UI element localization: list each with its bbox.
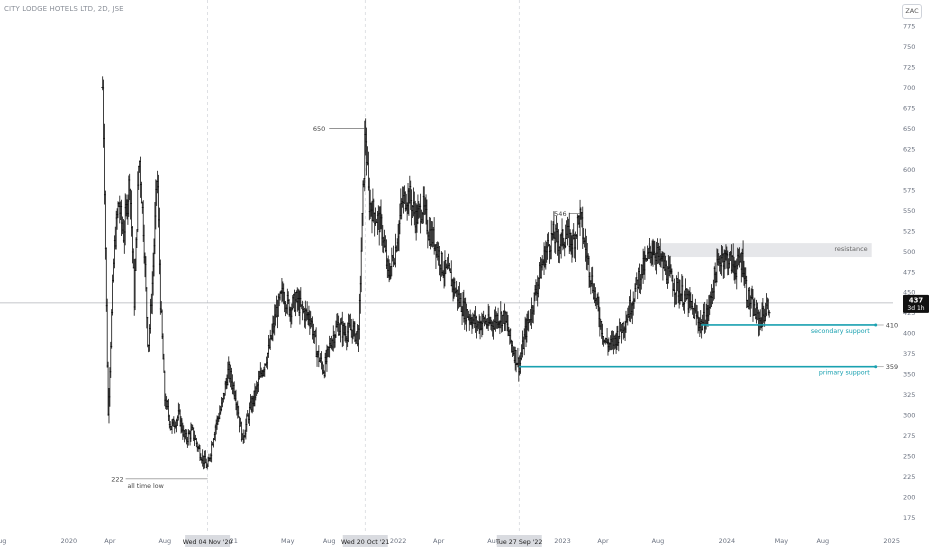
y-tick-label: 700	[903, 84, 915, 92]
x-tick-label: 2023	[554, 537, 571, 545]
y-tick-label: 325	[903, 391, 915, 399]
last-price-value: 437	[909, 296, 923, 304]
y-tick-label: 375	[903, 350, 915, 358]
x-tick-label: Apr	[597, 537, 609, 545]
support-name-label: primary support	[819, 370, 870, 377]
x-tick-label: Aug	[323, 537, 336, 545]
y-tick-label: 500	[903, 248, 915, 256]
x-tick-label: May	[281, 537, 295, 545]
date-highlight-label: Wed 04 Nov '20	[183, 539, 233, 546]
date-highlight-box	[185, 535, 231, 547]
date-highlight-label: Tue 27 Sep '22	[495, 539, 542, 546]
x-tick-label: Aug	[0, 537, 6, 545]
last-price-badge	[903, 294, 929, 313]
annotation-layer: 650 546 222 all time low	[111, 125, 580, 490]
y-tick-label: 575	[903, 186, 915, 194]
x-tick-label: Apr	[433, 537, 445, 545]
y-tick-label: 175	[903, 514, 915, 522]
x-tick-label: 2024	[719, 537, 736, 545]
x-tick-label: Aug	[158, 537, 171, 545]
y-tick-label: 550	[903, 207, 915, 215]
currency-badge[interactable]: ZAC	[902, 4, 922, 19]
y-tick-label: 775	[903, 23, 915, 31]
y-tick-label: 300	[903, 412, 915, 420]
grid-layer	[0, 0, 893, 532]
y-tick-label: 350	[903, 371, 915, 379]
all-time-low-label: all time low	[127, 483, 163, 490]
y-tick-label: 450	[903, 289, 915, 297]
x-tick-label: Aug	[652, 537, 665, 545]
support-endpoint	[874, 365, 878, 369]
ohlc-bar	[767, 310, 771, 318]
y-tick-label: 650	[903, 125, 915, 133]
y-tick-label: 275	[903, 432, 915, 440]
x-tick-label: Aug	[816, 537, 829, 545]
y-tick-label: 400	[903, 330, 915, 338]
high-marker-label: 650	[313, 125, 325, 133]
y-tick-label: 625	[903, 145, 915, 153]
y-tick-label: 200	[903, 493, 915, 501]
ohlc-bars-layer	[101, 76, 771, 470]
y-tick-label: 225	[903, 473, 915, 481]
y-tick-label: 750	[903, 43, 915, 51]
resistance-zone	[648, 243, 872, 258]
date-highlight-box	[496, 535, 542, 547]
x-tick-label: 2022	[390, 537, 407, 545]
y-tick-label: 675	[903, 105, 915, 113]
low-marker-label: 222	[111, 475, 123, 483]
levels-layer: 410 secondary support 359 primary support	[519, 321, 898, 377]
price-axis: 175 200 225 250 275 300 325 350 375 400 425 450 475 5…	[903, 23, 929, 522]
x-tick-label: 2025	[883, 537, 900, 545]
x-tick-label: 21	[230, 537, 238, 545]
resistance-label: resistance	[834, 245, 867, 253]
y-tick-label: 425	[903, 309, 915, 317]
y-tick-label: 600	[903, 166, 915, 174]
zone-layer: resistance	[648, 243, 872, 258]
date-highlight-box	[342, 535, 388, 547]
y-tick-label: 475	[903, 268, 915, 276]
support-endpoint	[874, 323, 878, 327]
bar-countdown: 3d 1h	[907, 305, 924, 312]
y-tick-label: 725	[903, 64, 915, 72]
y-tick-label: 250	[903, 452, 915, 460]
x-tick-label: 2020	[61, 537, 78, 545]
time-axis: Aug 2020 Apr Aug 21 May Aug 2022 Apr Aug 2023 Apr Au…	[0, 535, 900, 547]
x-tick-label: Aug	[487, 537, 500, 545]
date-highlight-label: Wed 20 Oct '21	[341, 539, 389, 546]
x-tick-label: May	[775, 537, 789, 545]
support-price-label: 410	[886, 321, 898, 329]
x-tick-label: Apr	[104, 537, 116, 545]
support-price-label: 359	[886, 363, 898, 371]
symbol-title: CITY LODGE HOTELS LTD, 2D, JSE	[4, 5, 124, 13]
support-name-label: secondary support	[811, 328, 870, 335]
y-tick-label: 525	[903, 227, 915, 235]
peak-marker-label: 546	[554, 210, 566, 218]
